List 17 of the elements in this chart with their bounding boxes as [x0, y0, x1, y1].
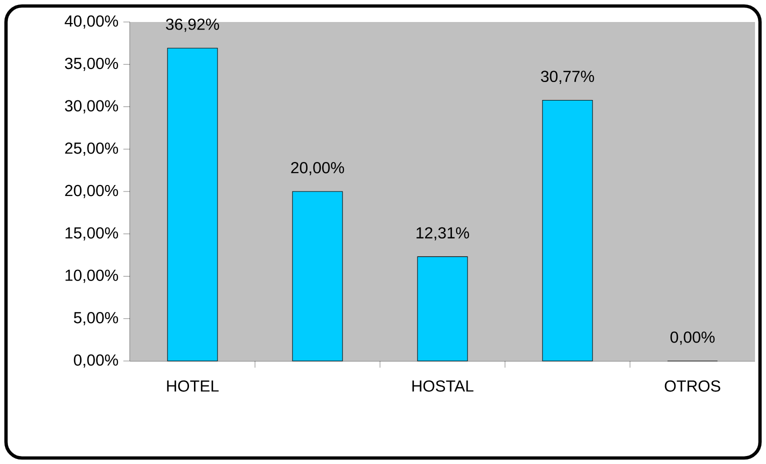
- y-tick-label: 15,00%: [66, 227, 118, 240]
- y-tick-label: 35,00%: [64, 58, 118, 71]
- data-label: 30,77%: [540, 70, 594, 84]
- x-tick-label: OTROS: [664, 380, 720, 392]
- y-tick-label: 0,00%: [74, 354, 118, 368]
- x-tick-label: HOTEL: [167, 380, 219, 392]
- data-label: 36,92%: [166, 18, 220, 32]
- y-tick-label: 25,00%: [65, 142, 118, 156]
- y-tick-label: 10,00%: [66, 270, 118, 283]
- data-label: 20,00%: [291, 162, 344, 176]
- y-tick-label: 5,00%: [74, 312, 118, 326]
- data-label: 12,31%: [416, 227, 470, 240]
- y-tick-label: 40,00%: [64, 15, 118, 29]
- y-tick-label: 30,00%: [64, 100, 118, 114]
- data-label: 0,00%: [670, 332, 715, 345]
- x-tick-label: HOSTAL: [412, 380, 474, 392]
- y-tick-label: 20,00%: [65, 184, 118, 198]
